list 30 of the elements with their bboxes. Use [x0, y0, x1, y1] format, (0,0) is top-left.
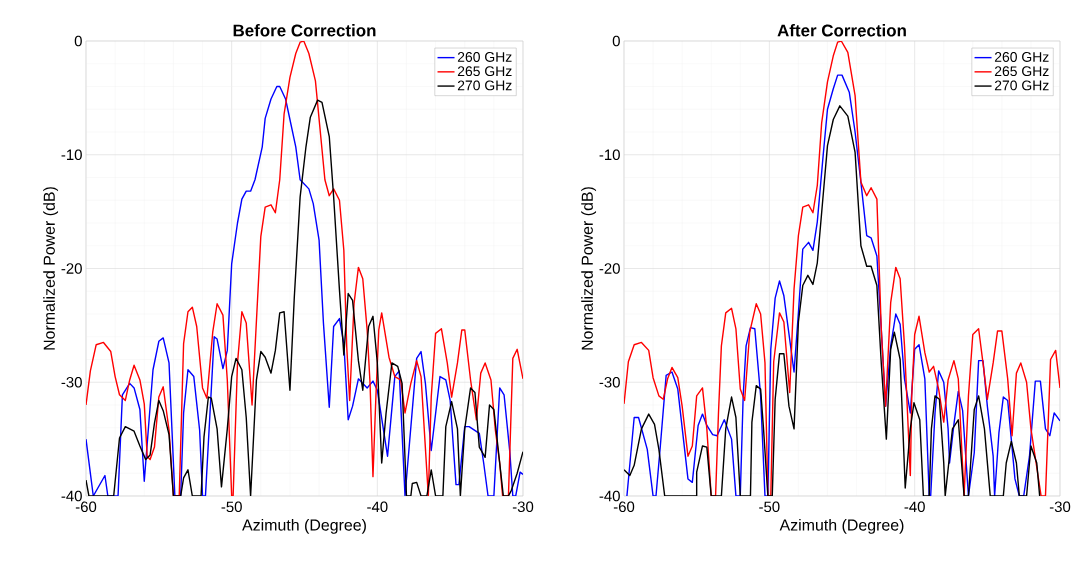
x-tick-label: -50: [759, 501, 780, 513]
legend-label: 270 GHz: [457, 80, 512, 91]
y-tick-label: 0: [612, 35, 620, 47]
y-axis-title: Normalized Power (dB): [43, 187, 59, 350]
x-tick-label: -60: [613, 501, 635, 513]
x-tick-label: -40: [367, 501, 388, 513]
y-axis-title: Normalized Power (dB): [581, 187, 597, 350]
x-axis-title: Azimuth (Degree): [779, 518, 904, 534]
y-tick-label: -40: [61, 490, 82, 502]
chart-title: Before Correction: [233, 24, 376, 37]
y-tick-label: -40: [599, 490, 620, 502]
x-tick-label: -50: [221, 501, 242, 513]
y-tick-label: 0: [74, 35, 82, 47]
x-tick-label: -60: [75, 501, 97, 513]
y-tick-label: -10: [61, 149, 82, 161]
legend-label: 265 GHz: [457, 66, 512, 77]
y-tick-label: -20: [599, 263, 620, 274]
chart-title: After Correction: [777, 24, 906, 37]
y-tick-label: -30: [61, 376, 82, 388]
x-axis-title: Azimuth (Degree): [242, 518, 366, 534]
legend-label: 260 GHz: [994, 52, 1049, 62]
legend-label: 270 GHz: [994, 80, 1049, 91]
legend-label: 260 GHz: [457, 52, 512, 62]
y-tick-label: -30: [599, 376, 620, 388]
y-tick-label: -10: [599, 149, 620, 161]
x-tick-label: -30: [1049, 501, 1071, 513]
y-tick-label: -20: [61, 263, 82, 274]
legend-label: 265 GHz: [994, 66, 1049, 77]
x-tick-label: -40: [904, 501, 925, 513]
x-tick-label: -30: [512, 501, 534, 513]
